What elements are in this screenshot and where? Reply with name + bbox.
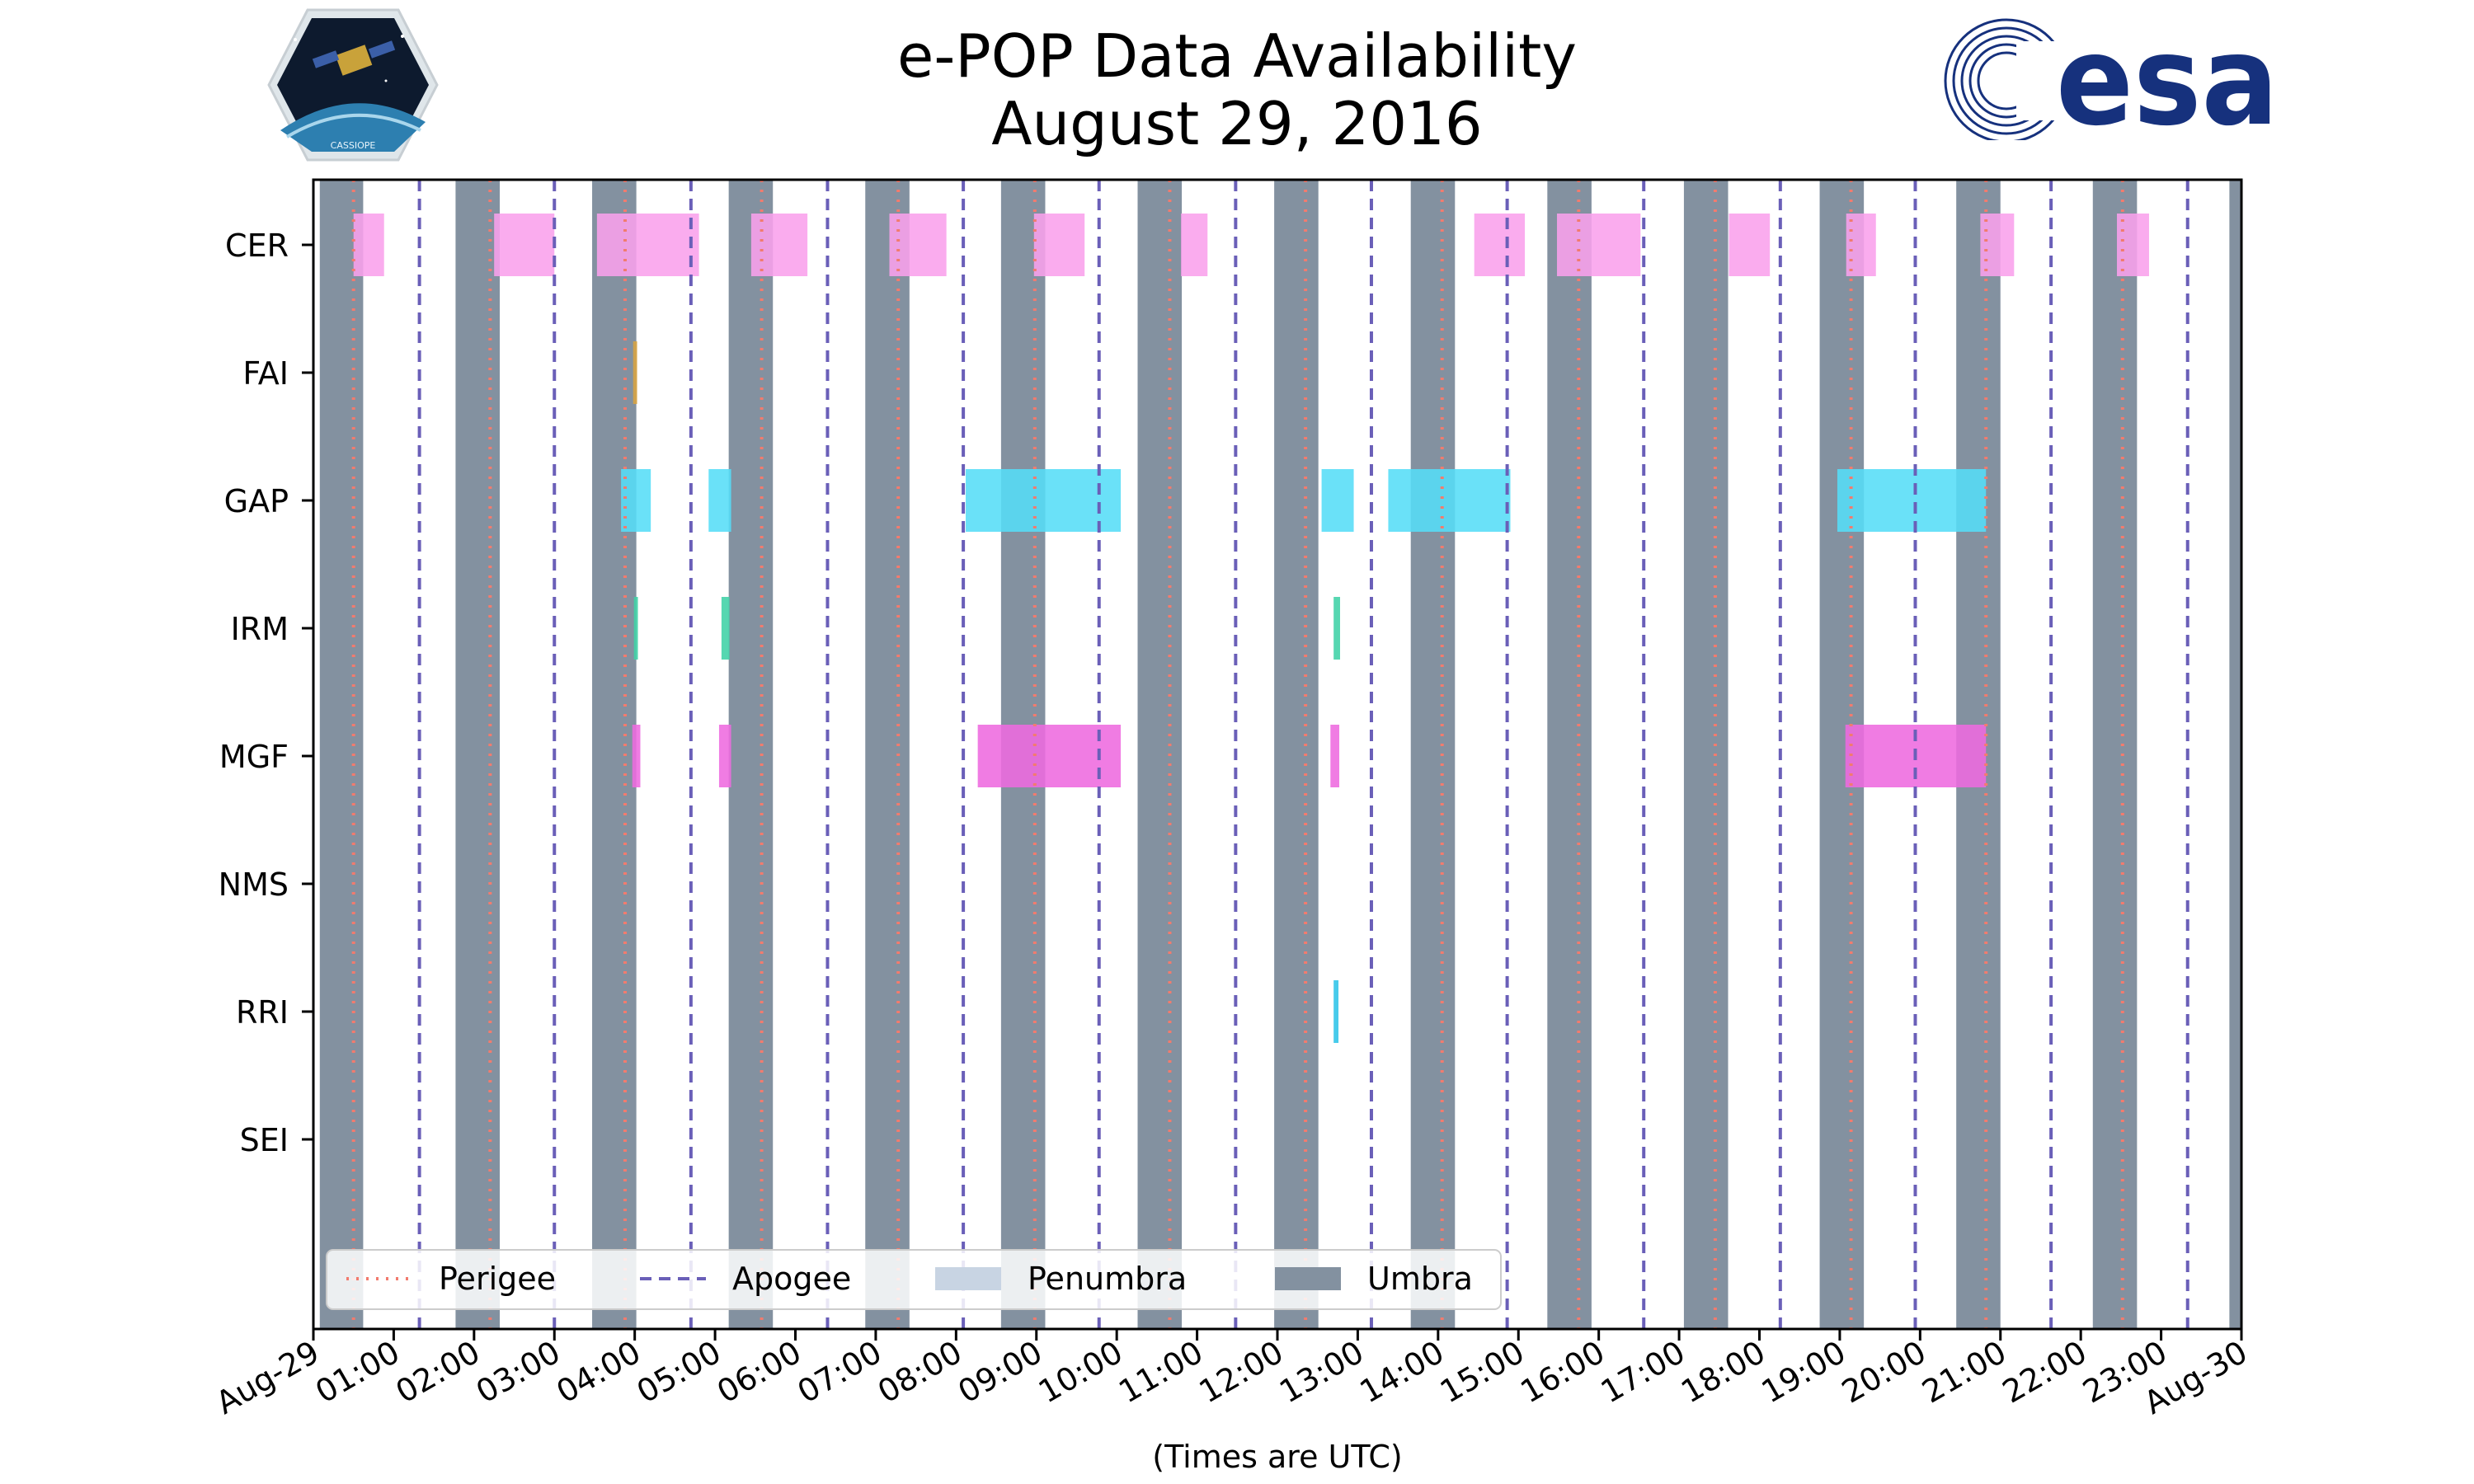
x-tick-label: 08:00 — [872, 1334, 968, 1411]
x-tick-label: 09:00 — [952, 1334, 1048, 1411]
x-tick-label: 16:00 — [1514, 1334, 1611, 1411]
x-tick-label: 21:00 — [1916, 1334, 2012, 1411]
x-tick-label: 01:00 — [309, 1334, 406, 1411]
x-tick-label: 15:00 — [1434, 1334, 1531, 1411]
data-bar-mgf — [1330, 725, 1340, 787]
x-tick-label: 07:00 — [792, 1334, 888, 1411]
x-tick-label: 19:00 — [1756, 1334, 1852, 1411]
legend-box — [326, 1249, 1502, 1310]
cassiope-logo-text: CASSIOPE — [331, 140, 376, 151]
data-bar-cer — [353, 214, 384, 276]
x-tick-label: Aug-29 — [209, 1334, 325, 1421]
data-bar-gap — [966, 469, 1122, 532]
y-tick-label: IRM — [231, 611, 289, 647]
x-tick-label: 14:00 — [1353, 1334, 1450, 1411]
data-bar-cer — [1846, 214, 1876, 276]
esa-logo: esa — [1942, 10, 2305, 153]
data-bar-cer — [596, 214, 699, 276]
chart-title: e-POP Data Availability — [897, 21, 1577, 91]
x-tick-label: 20:00 — [1836, 1334, 1932, 1411]
data-bar-mgf — [632, 725, 641, 787]
data-bar-cer — [889, 214, 947, 276]
x-tick-label: 10:00 — [1032, 1334, 1129, 1411]
umbra-band — [1137, 180, 1183, 1329]
data-bar-gap — [1388, 469, 1511, 532]
umbra-band — [319, 180, 364, 1329]
data-bar-mgf — [718, 725, 731, 787]
legend-label: Umbra — [1367, 1261, 1473, 1297]
x-tick-label: 03:00 — [470, 1334, 567, 1411]
umbra-band — [865, 180, 910, 1329]
y-tick-label: FAI — [242, 355, 289, 392]
x-tick-label: 12:00 — [1193, 1334, 1290, 1411]
data-bar-irm — [721, 597, 730, 660]
data-bar-cer — [1557, 214, 1641, 276]
esa-logo-text: esa — [2056, 16, 2279, 140]
legend-label: Apogee — [732, 1261, 851, 1297]
data-bar-cer — [750, 214, 808, 276]
legend-label: Penumbra — [1028, 1261, 1187, 1297]
umbra-band — [2092, 180, 2138, 1329]
y-tick-label: MGF — [219, 739, 289, 775]
y-tick-label: CER — [225, 228, 289, 264]
data-bar-cer — [1980, 214, 2015, 276]
data-bar-rri — [1333, 980, 1339, 1043]
x-tick-label: 04:00 — [550, 1334, 647, 1411]
umbra-band — [1410, 180, 1456, 1329]
legend-swatch-umbra — [1275, 1267, 1341, 1290]
legend: Perigee Apogee Penumbra Umbra — [326, 1249, 1502, 1310]
data-bar-irm — [1333, 597, 1340, 660]
data-bar-gap — [621, 469, 651, 532]
y-tick-label: GAP — [224, 483, 289, 519]
data-bar-fai — [633, 341, 637, 404]
umbra-band — [592, 180, 637, 1329]
legend-swatch-penumbra — [935, 1267, 1001, 1290]
data-bar-cer — [494, 214, 555, 276]
data-bar-cer — [1729, 214, 1771, 276]
x-tick-label: 13:00 — [1273, 1334, 1370, 1411]
y-tick-label: NMS — [219, 866, 289, 903]
data-bar-cer — [2117, 214, 2149, 276]
data-bar-cer — [1181, 214, 1208, 276]
x-tick-label: 05:00 — [631, 1334, 727, 1411]
x-tick-label: 02:00 — [389, 1334, 486, 1411]
umbra-band — [2229, 180, 2241, 1329]
umbra-band — [1547, 180, 1592, 1329]
data-bar-gap — [1321, 469, 1354, 532]
data-bar-gap — [1837, 469, 1987, 532]
data-bar-cer — [1474, 214, 1526, 276]
x-tick-label: 17:00 — [1595, 1334, 1691, 1411]
y-tick-label: SEI — [240, 1122, 289, 1158]
x-tick-label: 06:00 — [711, 1334, 807, 1411]
x-tick-label: 22:00 — [1997, 1334, 2093, 1411]
data-bar-mgf — [977, 725, 1122, 787]
data-bar-cer — [1033, 214, 1085, 276]
umbra-band — [1683, 180, 1729, 1329]
chart-subtitle: August 29, 2016 — [991, 89, 1483, 158]
cassiope-mission-logo: CASSIOPE — [262, 7, 444, 167]
x-tick-label: 11:00 — [1112, 1334, 1209, 1411]
umbra-band — [728, 180, 774, 1329]
legend-label: Perigee — [439, 1261, 556, 1297]
x-tick-label: 18:00 — [1675, 1334, 1771, 1411]
umbra-band — [455, 180, 501, 1329]
data-bar-irm — [633, 597, 638, 660]
umbra-band — [1274, 180, 1319, 1329]
y-tick-label: RRI — [236, 994, 289, 1031]
x-axis-label: (Times are UTC) — [1152, 1439, 1402, 1475]
data-bar-gap — [708, 469, 731, 532]
